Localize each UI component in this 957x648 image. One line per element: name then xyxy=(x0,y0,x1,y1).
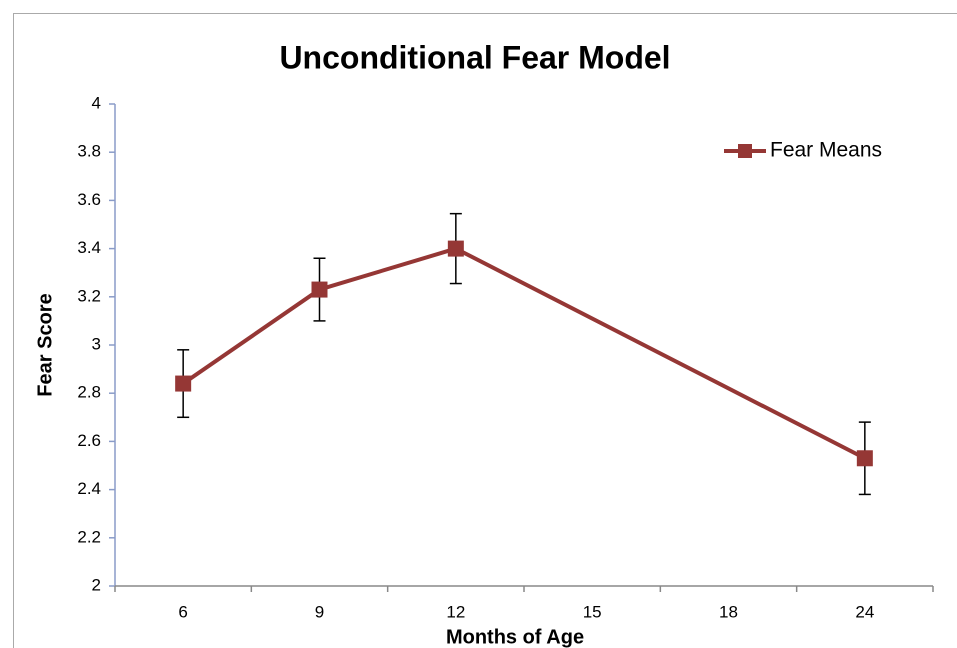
y-tick-label: 3.2 xyxy=(77,286,101,305)
marker xyxy=(311,281,328,298)
marker xyxy=(856,450,873,467)
x-tick-label: 18 xyxy=(719,602,738,621)
x-tick-label: 9 xyxy=(315,602,324,621)
line-segment xyxy=(453,246,867,461)
line-segment xyxy=(317,246,458,292)
y-tick-label: 3.6 xyxy=(77,190,101,209)
chart-title: Unconditional Fear Model xyxy=(279,39,670,75)
marker xyxy=(447,240,464,257)
legend-label: Fear Means xyxy=(770,139,882,162)
line-segment xyxy=(181,287,322,386)
x-tick-label: 6 xyxy=(178,602,187,621)
marker xyxy=(175,375,192,392)
y-tick-label: 3.4 xyxy=(77,238,101,257)
x-tick-label: 12 xyxy=(446,602,465,621)
chart-border xyxy=(13,13,957,648)
y-tick-label: 2.6 xyxy=(77,431,101,450)
y-axis-label: Fear Score xyxy=(34,293,56,396)
y-tick-label: 3.8 xyxy=(77,142,101,161)
y-tick-label: 3 xyxy=(92,334,101,353)
y-tick-label: 2 xyxy=(92,575,101,594)
legend-marker xyxy=(738,144,752,158)
y-tick-label: 4 xyxy=(92,93,101,112)
y-tick-label: 2.4 xyxy=(77,479,101,498)
x-tick-label: 15 xyxy=(583,602,602,621)
x-tick-label: 24 xyxy=(855,602,874,621)
y-tick-label: 2.2 xyxy=(77,527,101,546)
x-axis-label: Months of Age xyxy=(446,626,584,648)
y-tick-label: 2.8 xyxy=(77,383,101,402)
